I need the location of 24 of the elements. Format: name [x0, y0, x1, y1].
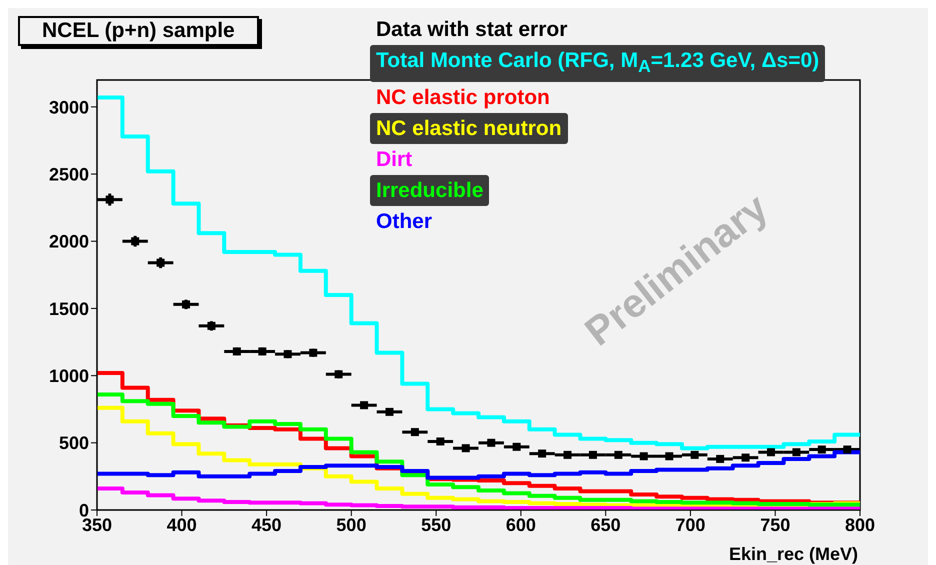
y-tick-label: 2500 — [48, 164, 89, 184]
x-tick-label: 450 — [252, 514, 282, 535]
text: NC elastic neutron — [370, 113, 568, 144]
text: Dirt — [375, 147, 414, 174]
y-tick-label: 500 — [58, 433, 89, 454]
x-tick-label: 600 — [506, 514, 536, 535]
text: Irreducible — [370, 175, 490, 206]
x-tick-label: 400 — [166, 514, 197, 535]
x-tick-label: 500 — [336, 514, 366, 535]
chart-title: NCEL (p+n) sample — [18, 16, 259, 46]
y-tick-label: 2000 — [48, 232, 89, 252]
y-tick-label: 1000 — [48, 366, 89, 386]
x-tick-label: 550 — [421, 514, 452, 535]
text: Other — [375, 209, 434, 236]
text: Data with stat error — [375, 17, 568, 43]
x-tick-label: 650 — [590, 514, 621, 535]
x-axis-title: Ekin_rec (MeV) — [728, 544, 858, 564]
text: Total Monte Carlo (RFG, M$_{A}$=1.23 GeV, Δs=0) — [370, 45, 826, 82]
y-tick-label: 3000 — [48, 97, 89, 118]
x-tick-label: 700 — [675, 514, 706, 535]
text: NC elastic proton — [375, 85, 551, 112]
x-tick-label: 800 — [844, 514, 876, 535]
y-tick-label: 1500 — [48, 298, 89, 319]
x-tick-label: 750 — [760, 514, 790, 535]
